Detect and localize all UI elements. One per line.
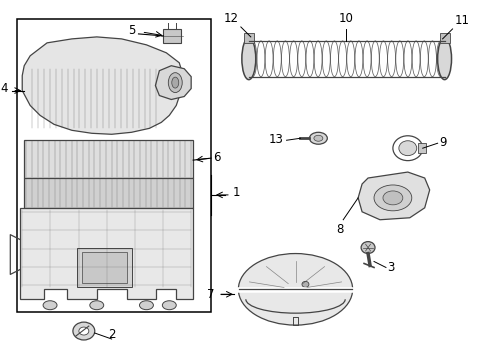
Polygon shape bbox=[22, 37, 183, 134]
Text: 4: 4 bbox=[1, 82, 8, 95]
Text: 6: 6 bbox=[213, 150, 220, 164]
Text: 1: 1 bbox=[232, 186, 240, 199]
Bar bbox=[24, 178, 193, 208]
Text: 10: 10 bbox=[338, 12, 353, 25]
Polygon shape bbox=[20, 208, 193, 299]
Ellipse shape bbox=[398, 141, 416, 156]
Ellipse shape bbox=[43, 301, 57, 310]
Ellipse shape bbox=[171, 77, 179, 88]
Bar bbox=[17, 19, 211, 312]
Bar bbox=[439, 33, 448, 43]
Text: 8: 8 bbox=[336, 223, 343, 236]
Bar bbox=[24, 140, 193, 178]
Text: 9: 9 bbox=[439, 136, 446, 149]
Text: 2: 2 bbox=[108, 328, 115, 341]
Ellipse shape bbox=[437, 38, 450, 80]
Ellipse shape bbox=[360, 242, 374, 253]
Ellipse shape bbox=[382, 191, 402, 205]
Bar bbox=[81, 252, 126, 283]
Bar bbox=[77, 248, 131, 287]
Ellipse shape bbox=[79, 327, 89, 335]
Polygon shape bbox=[155, 66, 191, 99]
Ellipse shape bbox=[302, 282, 308, 287]
Ellipse shape bbox=[309, 132, 326, 144]
Ellipse shape bbox=[139, 301, 153, 310]
Ellipse shape bbox=[73, 322, 95, 340]
Text: 7: 7 bbox=[206, 288, 214, 301]
Bar bbox=[163, 29, 181, 43]
Ellipse shape bbox=[168, 73, 182, 93]
Bar bbox=[417, 143, 425, 153]
Text: 5: 5 bbox=[128, 24, 135, 37]
Ellipse shape bbox=[162, 301, 176, 310]
Ellipse shape bbox=[238, 253, 352, 325]
Bar bbox=[244, 33, 253, 43]
Ellipse shape bbox=[242, 38, 255, 80]
Text: 12: 12 bbox=[224, 12, 238, 25]
Text: 13: 13 bbox=[268, 133, 283, 146]
Text: 11: 11 bbox=[453, 14, 468, 27]
Ellipse shape bbox=[373, 185, 411, 211]
Polygon shape bbox=[357, 172, 429, 220]
Text: 3: 3 bbox=[386, 261, 393, 274]
Ellipse shape bbox=[313, 135, 322, 141]
Ellipse shape bbox=[90, 301, 103, 310]
